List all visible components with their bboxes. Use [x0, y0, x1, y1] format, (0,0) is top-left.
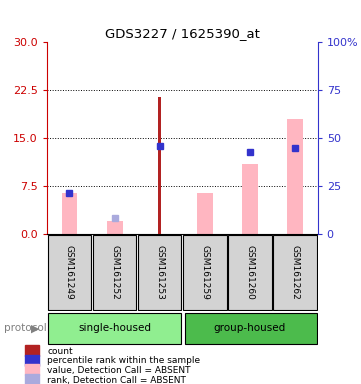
- Text: ▶: ▶: [31, 323, 39, 333]
- Bar: [242, 164, 258, 234]
- Bar: [229, 235, 272, 310]
- Text: GSM161260: GSM161260: [245, 245, 255, 300]
- Text: GSM161259: GSM161259: [200, 245, 209, 300]
- Bar: [274, 235, 317, 310]
- Bar: [93, 235, 136, 310]
- Text: GSM161253: GSM161253: [155, 245, 164, 300]
- Bar: [25, 345, 39, 356]
- Bar: [197, 193, 213, 234]
- Text: protocol: protocol: [4, 323, 46, 333]
- Text: group-housed: group-housed: [214, 323, 286, 333]
- Bar: [25, 364, 39, 375]
- Bar: [158, 97, 161, 234]
- Bar: [183, 235, 227, 310]
- Text: value, Detection Call = ABSENT: value, Detection Call = ABSENT: [47, 366, 191, 375]
- Bar: [107, 222, 122, 234]
- Bar: [48, 313, 181, 344]
- Bar: [138, 235, 182, 310]
- Bar: [62, 193, 77, 234]
- Title: GDS3227 / 1625390_at: GDS3227 / 1625390_at: [105, 26, 260, 40]
- Text: rank, Detection Call = ABSENT: rank, Detection Call = ABSENT: [47, 376, 186, 384]
- Text: single-housed: single-housed: [78, 323, 151, 333]
- Bar: [25, 355, 39, 366]
- Bar: [25, 374, 39, 384]
- Text: count: count: [47, 347, 73, 356]
- Bar: [184, 313, 317, 344]
- Bar: [287, 119, 303, 234]
- Text: GSM161249: GSM161249: [65, 245, 74, 300]
- Text: GSM161262: GSM161262: [291, 245, 300, 300]
- Bar: [48, 235, 91, 310]
- Text: percentile rank within the sample: percentile rank within the sample: [47, 356, 200, 366]
- Text: GSM161252: GSM161252: [110, 245, 119, 300]
